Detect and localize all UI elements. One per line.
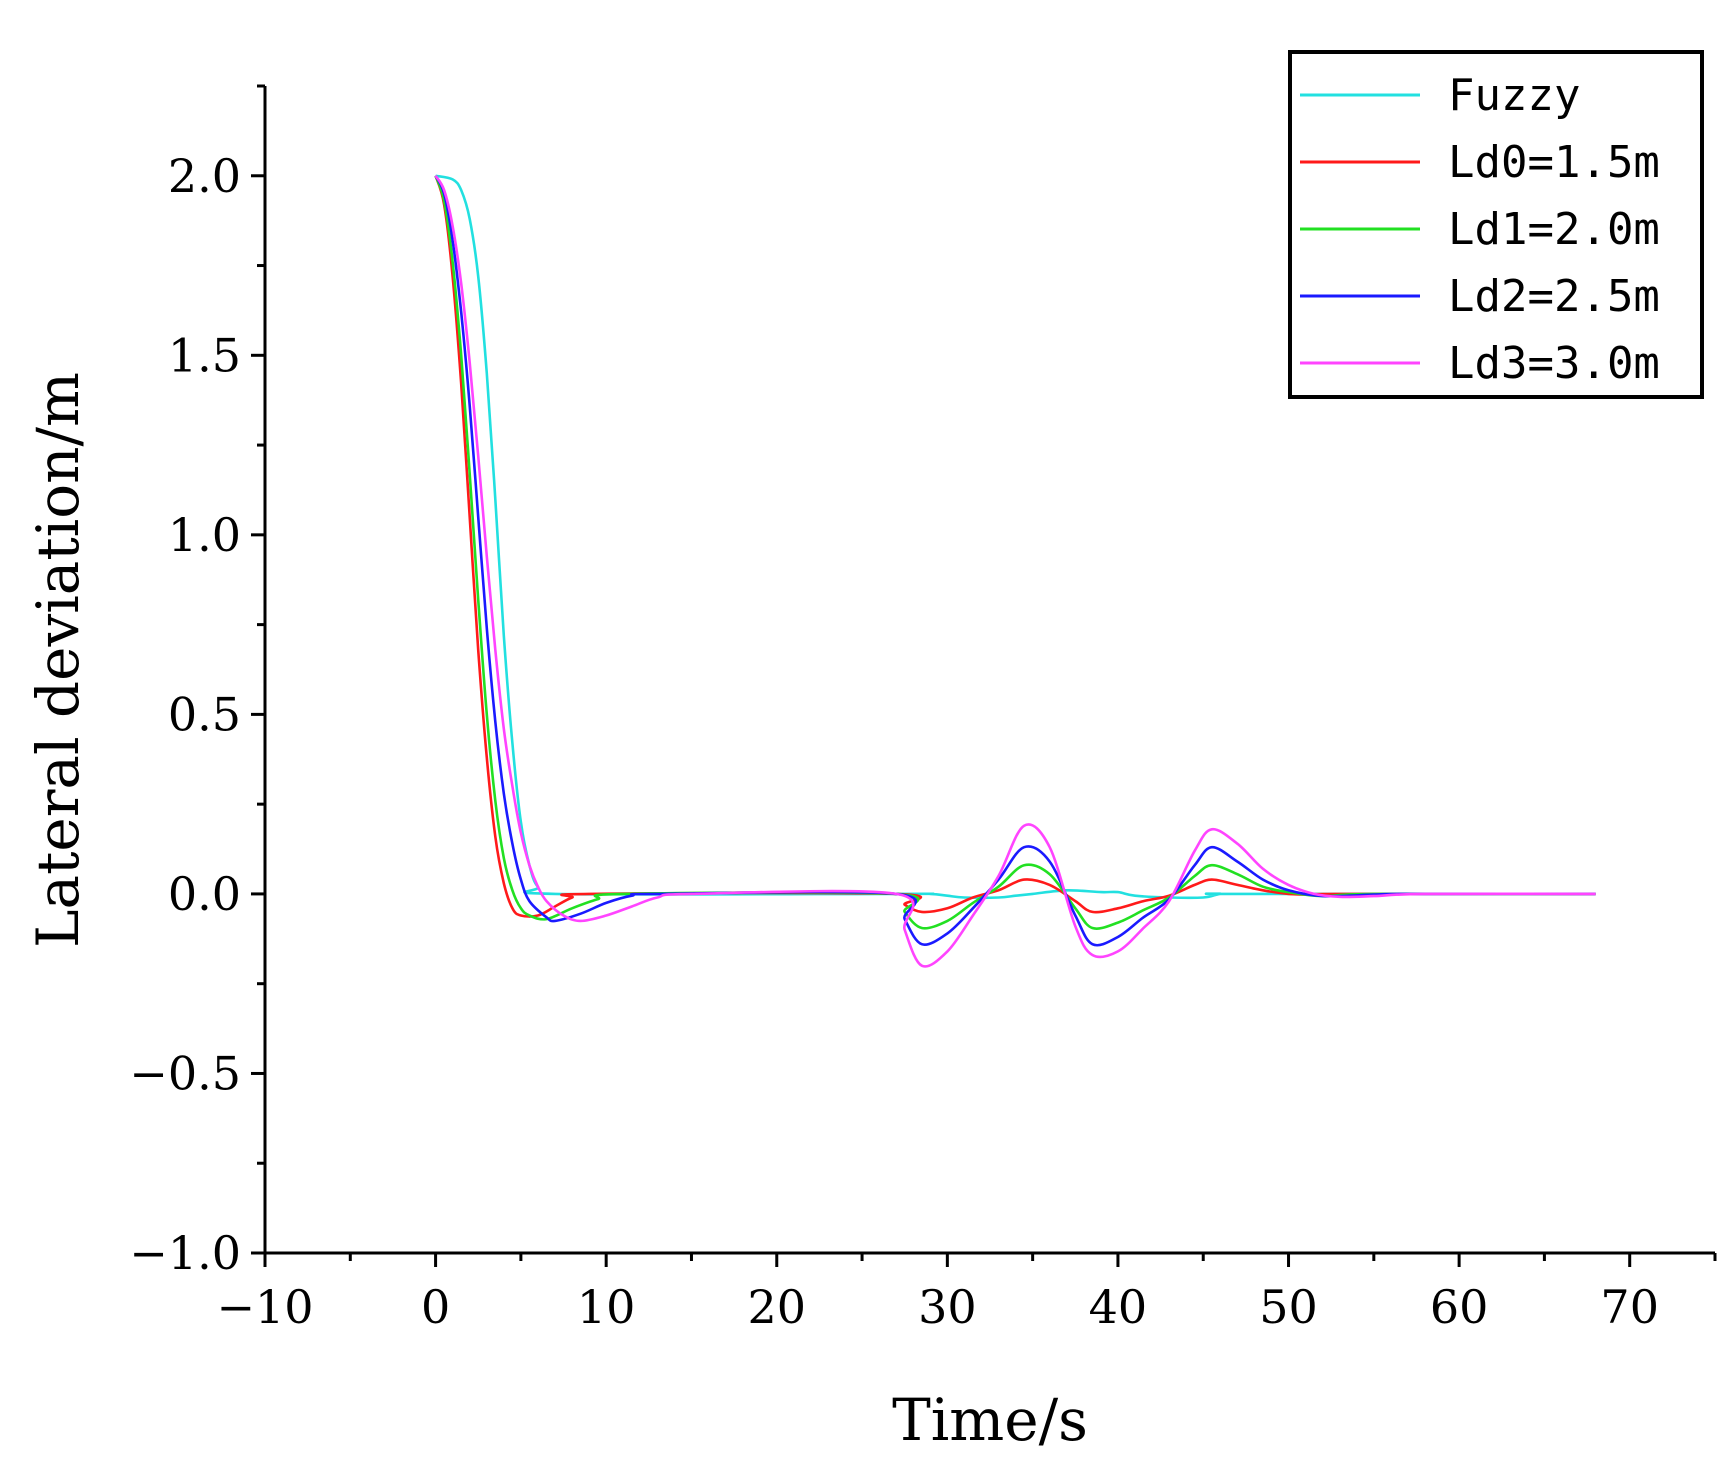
legend-label: Ld3=3.0m xyxy=(1448,338,1660,389)
x-tick-label: −10 xyxy=(216,1280,313,1334)
x-tick-label: 0 xyxy=(421,1280,450,1334)
legend-label: Ld0=1.5m xyxy=(1448,137,1660,188)
series-line-ld1-2-0m xyxy=(434,175,1596,930)
x-tick-label: 30 xyxy=(918,1280,977,1334)
y-tick-label: 0.0 xyxy=(168,867,241,921)
y-tick-label: 2.0 xyxy=(168,149,241,203)
legend: Fuzzy Ld0=1.5m Ld1=2.0m Ld2=2.5m Ld3=3.0m xyxy=(1288,50,1704,399)
y-tick-label: 1.5 xyxy=(168,328,241,382)
legend-label: Fuzzy xyxy=(1448,70,1580,121)
y-axis-title: Lateral deviation/m xyxy=(24,372,92,948)
plot-axes xyxy=(263,86,1715,1255)
tick-layer: −10 0 10 20 30 40 50 60 70 −1.0 −0.5 0.0 0.5 1.0 1.5 2.… xyxy=(129,84,1717,1334)
x-tick-label: 60 xyxy=(1430,1280,1489,1334)
x-tick-label: 20 xyxy=(747,1280,806,1334)
x-tick-label: 50 xyxy=(1259,1280,1318,1334)
x-axis-title: Time/s xyxy=(892,1386,1088,1454)
y-tick-label: −1.0 xyxy=(129,1226,241,1280)
y-tick-label: 0.5 xyxy=(168,687,241,741)
legend-label: Ld2=2.5m xyxy=(1448,271,1660,322)
legend-label: Ld1=2.0m xyxy=(1448,204,1660,255)
x-tick-label: 70 xyxy=(1600,1280,1659,1334)
legend-box xyxy=(1288,50,1704,399)
y-tick-label: 1.0 xyxy=(168,508,241,562)
series-line-ld3-3-0m xyxy=(434,175,1596,968)
y-tick-label: −0.5 xyxy=(129,1046,241,1100)
series-layer xyxy=(434,174,1596,968)
x-tick-label: 10 xyxy=(577,1280,636,1334)
x-tick-label: 40 xyxy=(1089,1280,1148,1334)
series-line-ld2-2-5m xyxy=(434,175,1596,947)
